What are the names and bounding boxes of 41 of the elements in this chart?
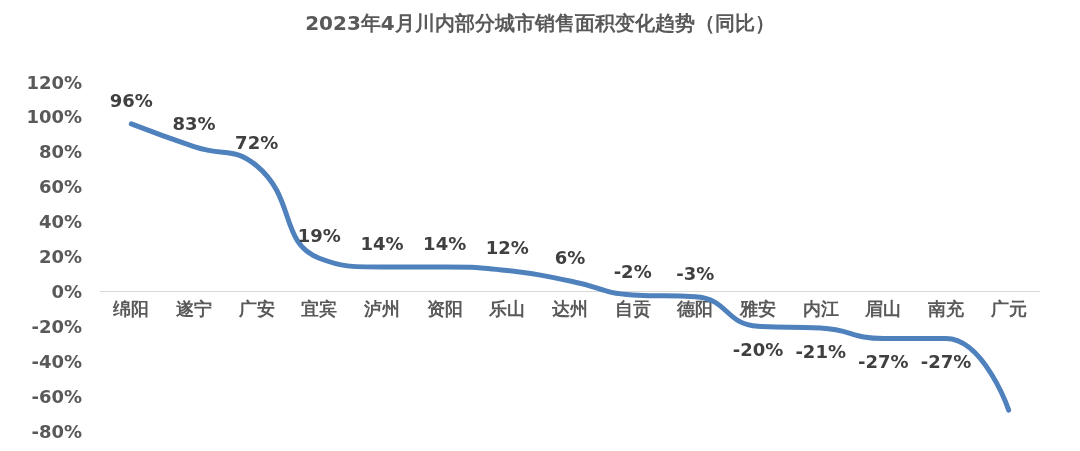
y-tick-label: 120%	[26, 71, 82, 93]
data-label: -3%	[676, 263, 715, 285]
y-tick-label: -80%	[31, 420, 82, 442]
y-tick-label: 80%	[38, 141, 82, 163]
x-tick-label: 广安	[237, 297, 275, 319]
data-label: -21%	[795, 340, 846, 362]
y-tick-label: 0%	[51, 280, 82, 302]
x-tick-label: 绵阳	[112, 297, 150, 319]
data-label: -2%	[613, 261, 652, 283]
y-tick-label: -40%	[31, 350, 82, 372]
x-tick-label: 雅安	[739, 297, 776, 319]
x-tick-label: 眉山	[864, 297, 902, 319]
y-tick-label: 20%	[38, 246, 82, 267]
data-label: 83%	[172, 113, 216, 135]
data-label: 72%	[235, 132, 279, 154]
x-tick-label: 宜宾	[301, 297, 338, 319]
y-tick-label: -60%	[31, 385, 82, 407]
y-tick-label: 60%	[38, 176, 82, 198]
data-label: -27%	[920, 351, 972, 373]
x-tick-label: 广元	[989, 297, 1027, 319]
y-tick-label: 40%	[38, 211, 82, 233]
data-label: 6%	[554, 247, 586, 269]
data-label: 19%	[297, 224, 341, 246]
y-tick-label: 100%	[26, 106, 82, 128]
y-tick-label: -20%	[31, 315, 82, 337]
x-tick-label: 泸州	[363, 297, 400, 319]
x-tick-label: 自贡	[614, 297, 651, 319]
chart-title: 2023年4月川内部分城市销售面积变化趋势（同比）	[305, 11, 775, 35]
x-tick-label: 达州	[551, 297, 588, 319]
x-tick-label: 南充	[927, 297, 965, 319]
x-tick-label: 德阳	[676, 297, 714, 319]
data-label: -20%	[732, 338, 784, 360]
data-label: -27%	[858, 351, 909, 373]
x-tick-label: 遂宁	[175, 297, 212, 319]
data-label: 14%	[423, 233, 467, 255]
data-label: 14%	[360, 233, 404, 255]
data-label: 96%	[109, 90, 153, 112]
x-tick-label: 资阳	[426, 297, 463, 319]
x-tick-label: 乐山	[488, 297, 526, 319]
data-label: 12%	[485, 236, 529, 258]
x-tick-label: 内江	[802, 297, 839, 319]
